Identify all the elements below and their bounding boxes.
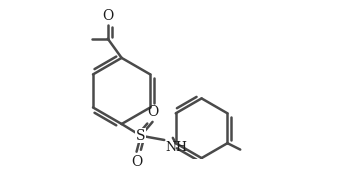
Text: O: O bbox=[102, 9, 113, 23]
Text: O: O bbox=[131, 155, 142, 169]
Text: O: O bbox=[147, 105, 158, 119]
Text: S: S bbox=[136, 129, 146, 143]
Text: NH: NH bbox=[165, 141, 187, 154]
